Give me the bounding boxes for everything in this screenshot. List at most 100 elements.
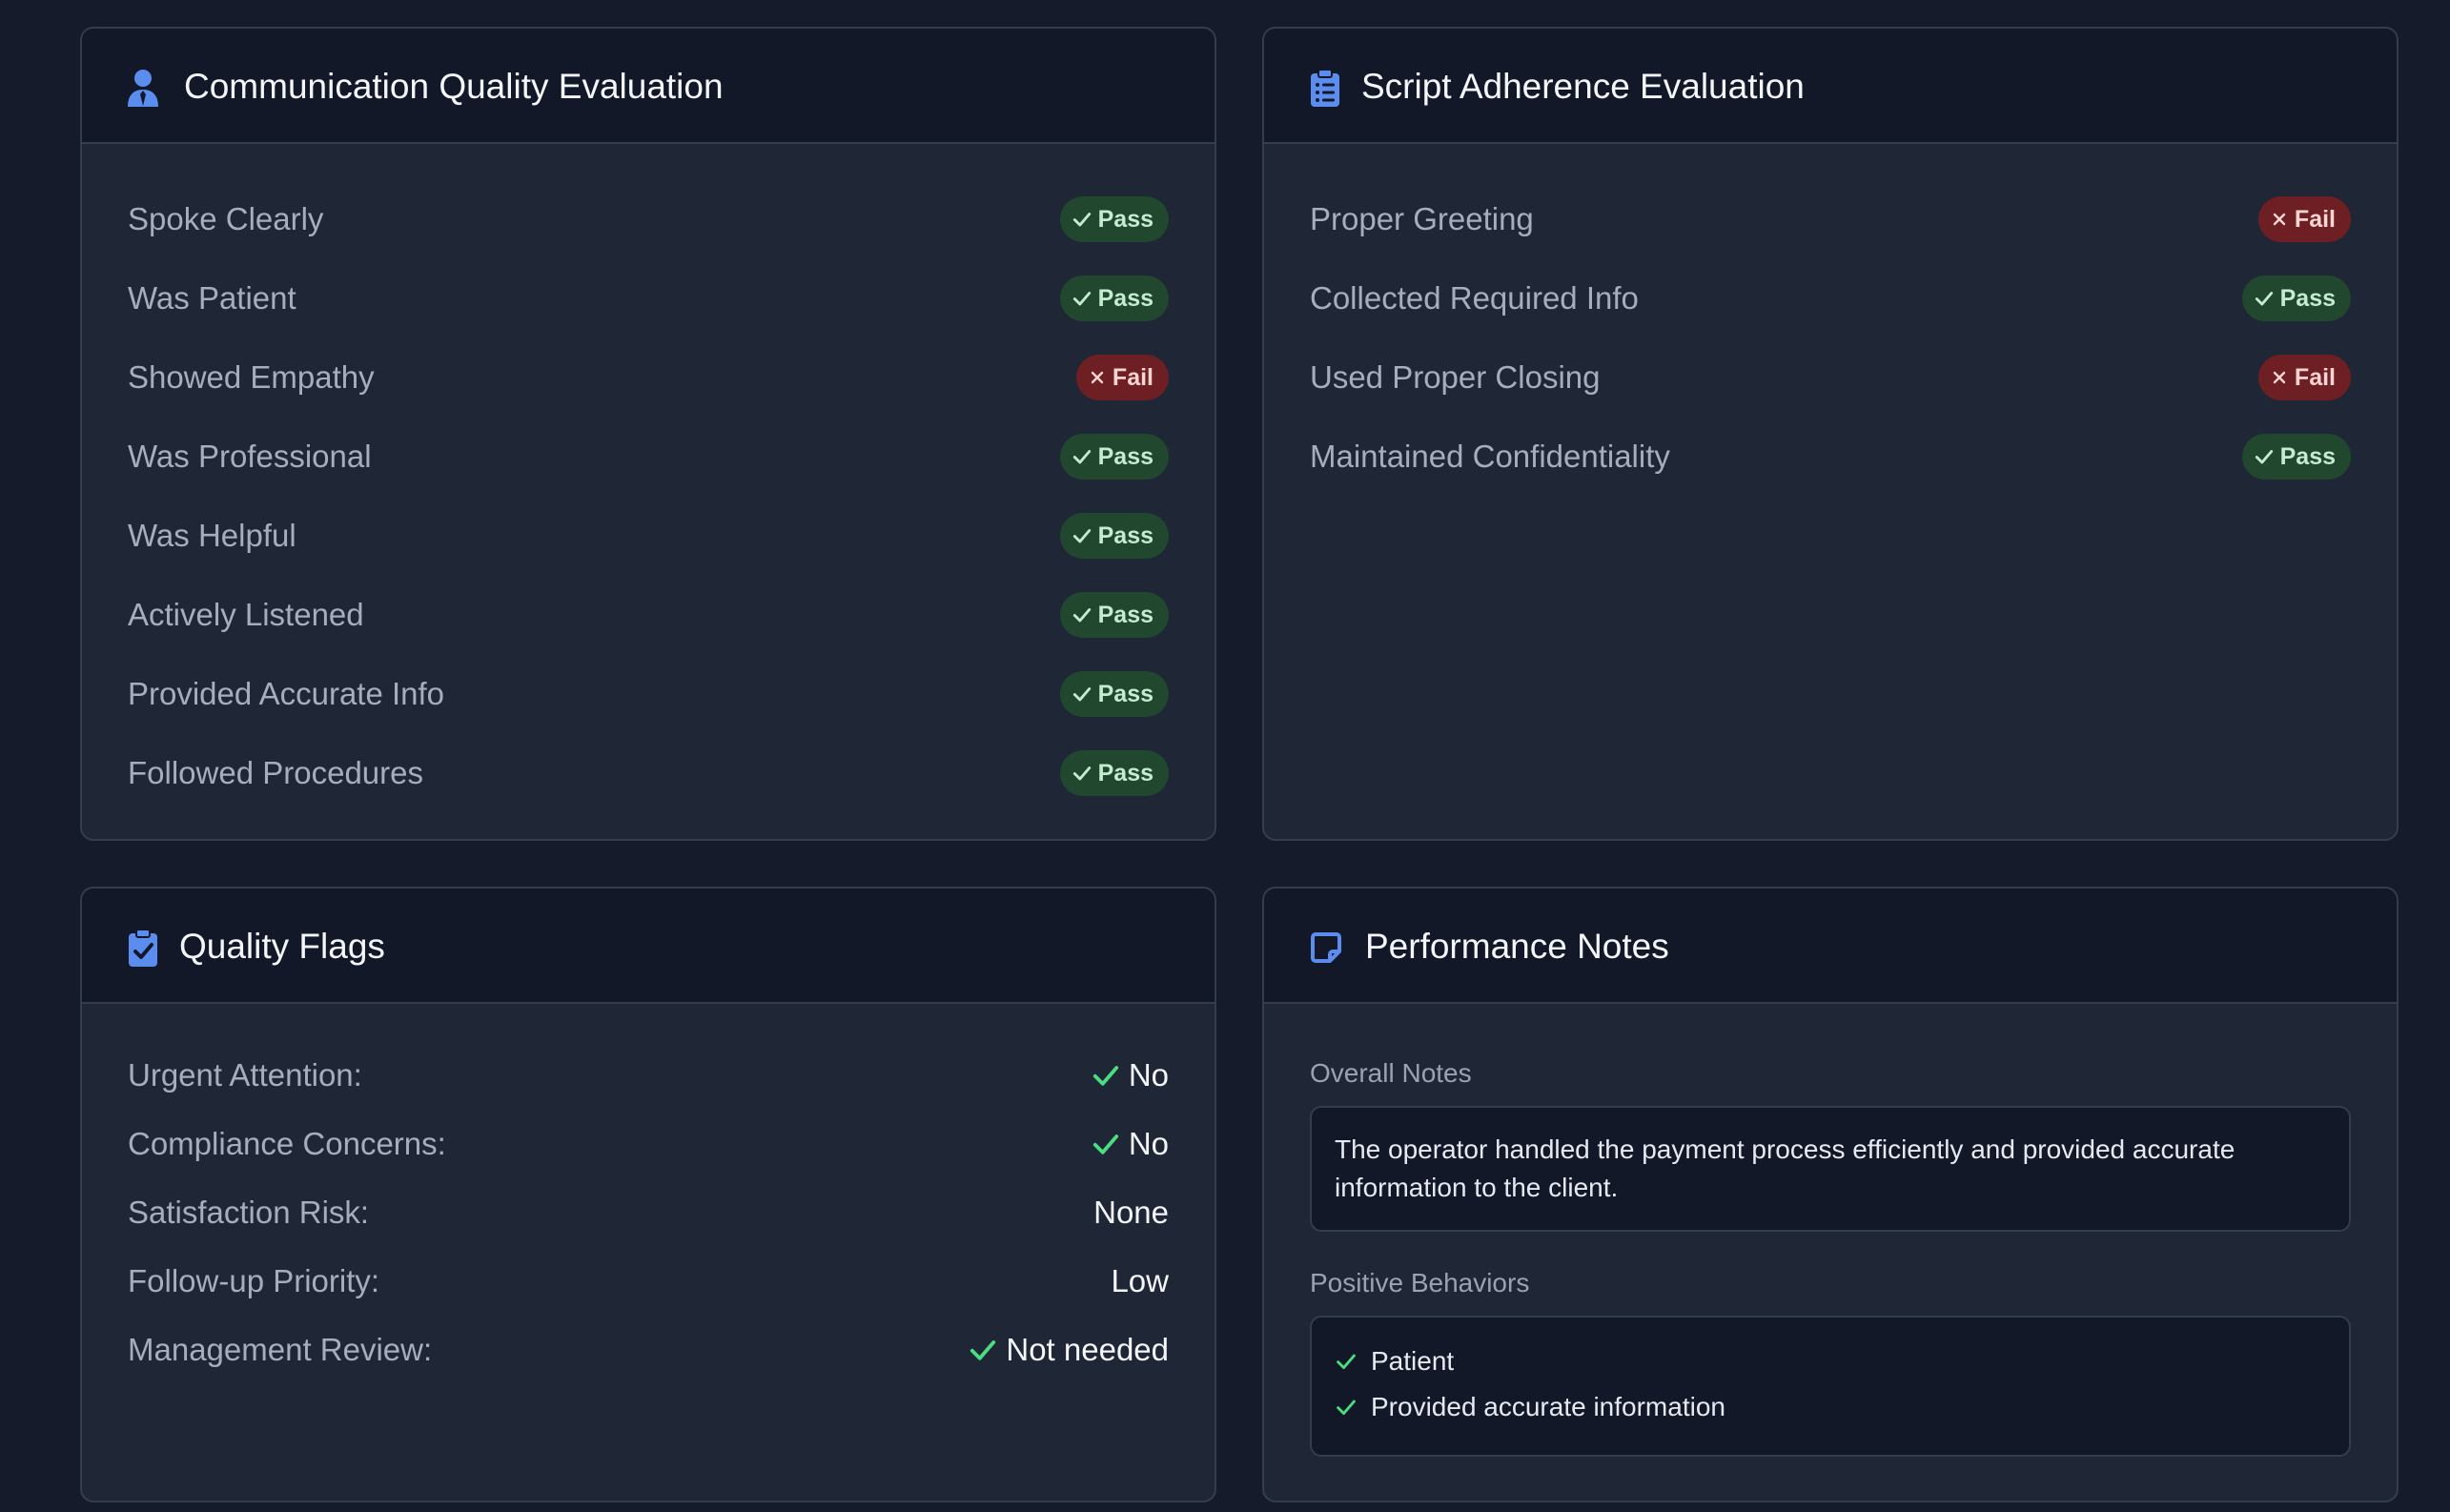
item-label: Was Patient (128, 280, 296, 316)
status-badge: Pass (2241, 434, 2351, 480)
communication-card-header: Communication Quality Evaluation (82, 29, 1215, 144)
flag-label: Compliance Concerns: (128, 1126, 446, 1161)
status-badge-label: Pass (1097, 205, 1154, 233)
user-tie-icon (128, 70, 158, 107)
check-icon (1072, 529, 1091, 543)
check-icon (2255, 292, 2273, 306)
check-icon (1072, 292, 1091, 306)
clipboard-check-icon (129, 929, 157, 967)
script-card: Script Adherence Evaluation Proper Greet… (1262, 27, 2399, 841)
item-label: Maintained Confidentiality (1310, 439, 1670, 474)
list-item: Maintained Confidentiality Pass (1310, 428, 2351, 485)
clipboard-list-icon (1311, 69, 1339, 107)
list-item: Collected Required Info Pass (1310, 270, 2351, 327)
status-badge: Pass (1059, 592, 1169, 638)
status-badge-label: Pass (2279, 442, 2336, 470)
status-badge-label: Fail (1112, 363, 1154, 391)
status-badge: Pass (1059, 196, 1169, 242)
script-card-title: Script Adherence Evaluation (1361, 67, 1805, 106)
check-icon (1337, 1354, 1356, 1370)
list-item: Actively Listened Pass (128, 586, 1169, 644)
status-badge: Pass (1059, 276, 1169, 321)
x-icon (2273, 371, 2286, 384)
positive-behavior-text: Provided accurate information (1371, 1392, 1725, 1421)
flag-value: No (1091, 1047, 1169, 1104)
flag-value: Not needed (968, 1321, 1169, 1379)
flag-value-text: No (1128, 1057, 1169, 1093)
overall-notes-label: Overall Notes (1310, 1058, 1472, 1088)
list-item: Was Professional Pass (128, 428, 1169, 485)
flag-value-text: Not needed (1006, 1332, 1169, 1367)
status-badge-label: Fail (2294, 205, 2336, 233)
list-item: Used Proper Closing Fail (1310, 349, 2351, 406)
check-icon (1337, 1400, 1356, 1416)
status-badge-label: Pass (1097, 680, 1154, 707)
x-icon (1091, 371, 1104, 384)
status-badge-label: Pass (1097, 442, 1154, 470)
check-icon (1072, 687, 1091, 702)
list-item: Proper Greeting Fail (1310, 191, 2351, 248)
flag-row: Urgent Attention: No (128, 1047, 1169, 1104)
status-badge: Pass (1059, 434, 1169, 480)
positive-behavior-item: Patient (1335, 1338, 1454, 1384)
item-label: Proper Greeting (1310, 201, 1534, 236)
check-icon (2255, 450, 2273, 464)
list-item: Followed Procedures Pass (128, 745, 1169, 802)
flag-label: Follow-up Priority: (128, 1263, 380, 1298)
item-label: Was Helpful (128, 518, 296, 553)
status-badge-label: Pass (1097, 521, 1154, 549)
item-label: Actively Listened (128, 597, 364, 632)
check-icon (1072, 450, 1091, 464)
status-badge: Pass (1059, 750, 1169, 796)
list-item: Was Helpful Pass (128, 507, 1169, 564)
flag-value: None (1093, 1184, 1169, 1241)
item-label: Followed Procedures (128, 755, 423, 790)
flag-value-text: None (1093, 1195, 1169, 1230)
quality-flags-card-header: Quality Flags (82, 889, 1215, 1004)
flag-value-text: Low (1111, 1263, 1169, 1298)
flag-label: Satisfaction Risk: (128, 1195, 370, 1230)
script-card-header: Script Adherence Evaluation (1264, 29, 2397, 144)
list-item: Showed Empathy Fail (128, 349, 1169, 406)
flag-row: Management Review: Not needed (128, 1321, 1169, 1379)
status-badge-label: Pass (1097, 601, 1154, 628)
flag-label: Management Review: (128, 1332, 433, 1367)
quality-flags-card-title: Quality Flags (179, 927, 385, 966)
item-label: Used Proper Closing (1310, 359, 1601, 395)
sticky-note-icon (1311, 932, 1341, 963)
overall-notes-box: The operator handled the payment process… (1310, 1106, 2351, 1232)
overall-notes-text: The operator handled the payment process… (1335, 1134, 2236, 1202)
list-item: Provided Accurate Info Pass (128, 665, 1169, 723)
check-icon (970, 1340, 996, 1360)
communication-card: Communication Quality Evaluation Spoke C… (80, 27, 1216, 841)
performance-notes-card-title: Performance Notes (1365, 927, 1669, 966)
flag-value-text: No (1128, 1126, 1169, 1161)
status-badge: Pass (1059, 513, 1169, 559)
status-badge: Fail (2257, 196, 2351, 242)
item-label: Spoke Clearly (128, 201, 324, 236)
positive-behavior-text: Patient (1371, 1346, 1455, 1376)
status-badge-label: Pass (1097, 284, 1154, 312)
check-icon (1072, 766, 1091, 781)
status-badge-label: Pass (2279, 284, 2336, 312)
flag-row: Satisfaction Risk: None (128, 1184, 1169, 1241)
flag-value: No (1091, 1115, 1169, 1173)
check-icon (1092, 1134, 1118, 1154)
check-icon (1072, 213, 1091, 227)
status-badge: Fail (2257, 355, 2351, 400)
list-item: Spoke Clearly Pass (128, 191, 1169, 248)
flag-value: Low (1111, 1253, 1169, 1310)
positive-behaviors-box: Patient Provided accurate information (1310, 1316, 2351, 1457)
item-label: Collected Required Info (1310, 280, 1639, 316)
status-badge: Fail (1075, 355, 1169, 400)
status-badge: Pass (1059, 671, 1169, 717)
performance-notes-card-header: Performance Notes (1264, 889, 2397, 1004)
item-label: Showed Empathy (128, 359, 375, 395)
list-item: Was Patient Pass (128, 270, 1169, 327)
positive-behaviors-label: Positive Behaviors (1310, 1268, 1530, 1297)
flag-row: Follow-up Priority: Low (128, 1253, 1169, 1310)
item-label: Was Professional (128, 439, 372, 474)
status-badge-label: Fail (2294, 363, 2336, 391)
communication-card-title: Communication Quality Evaluation (184, 67, 724, 106)
flag-row: Compliance Concerns: No (128, 1115, 1169, 1173)
